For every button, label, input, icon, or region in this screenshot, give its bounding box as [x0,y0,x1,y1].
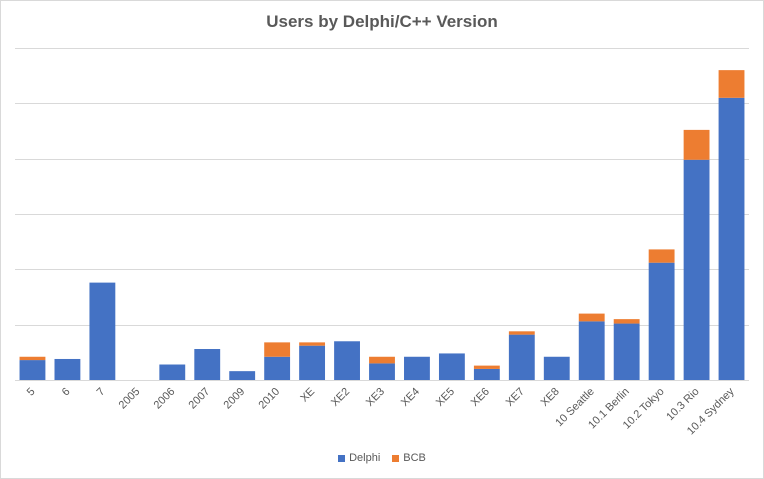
x-tick-label: XE2 [329,386,352,409]
x-tick-label: 7 [95,386,108,399]
bar-delphi [89,282,116,380]
x-tick-label: 2005 [117,386,143,412]
bar-delphi [229,371,256,380]
legend-item-delphi: Delphi [338,452,380,464]
bar-delphi [508,334,535,380]
bar-delphi [19,360,46,380]
x-tick-label: XE8 [539,386,562,409]
x-tick-label: XE3 [364,386,387,409]
x-tick-label: XE6 [469,386,492,409]
x-tick-label: 2009 [222,386,248,412]
bar-delphi [613,323,640,380]
bar-bcb [264,342,291,357]
bar-bcb [648,249,675,263]
x-tick-label: 5 [25,386,38,399]
bar-delphi [264,356,291,380]
x-tick-label: 2010 [256,386,282,412]
legend-label-delphi: Delphi [349,452,381,464]
bar-bcb [473,365,500,369]
bar-delphi [54,358,81,380]
legend-swatch-bcb [392,454,400,462]
bar-delphi [404,356,430,380]
x-tick-label: XE [298,386,317,405]
bar-bcb [578,313,605,322]
chart-title: Users by Delphi/C++ Version [266,12,498,31]
legend-item-bcb: BCB [392,452,426,464]
bar-delphi [299,345,326,380]
bar-bcb [613,319,640,324]
bar-bcb [718,70,745,98]
x-tick-label: XE7 [504,386,527,409]
x-tick-label: 2006 [152,386,178,412]
legend: Delphi BCB [0,452,764,464]
bar-bcb [683,129,710,160]
bar-bcb [19,356,46,361]
bar-delphi [159,364,186,380]
bar-delphi [578,321,605,380]
bar-delphi [194,349,221,380]
bar-delphi [334,341,360,380]
bar-delphi [473,368,500,380]
bar-delphi [648,262,675,380]
bar-delphi [369,363,395,380]
bar-delphi [683,159,710,380]
bar-bcb [299,342,326,346]
legend-label-bcb: BCB [403,452,426,464]
x-tick-label: XE5 [434,386,457,409]
bar-delphi [438,353,465,380]
x-tick-label: XE4 [399,386,422,409]
bar-bcb [369,356,395,364]
bar-delphi [718,97,745,381]
bar-bcb [508,331,535,335]
x-tick-label: 2007 [187,386,213,412]
bar-delphi [543,356,570,380]
legend-swatch-delphi [338,454,346,462]
x-tick-label: 6 [60,386,73,399]
